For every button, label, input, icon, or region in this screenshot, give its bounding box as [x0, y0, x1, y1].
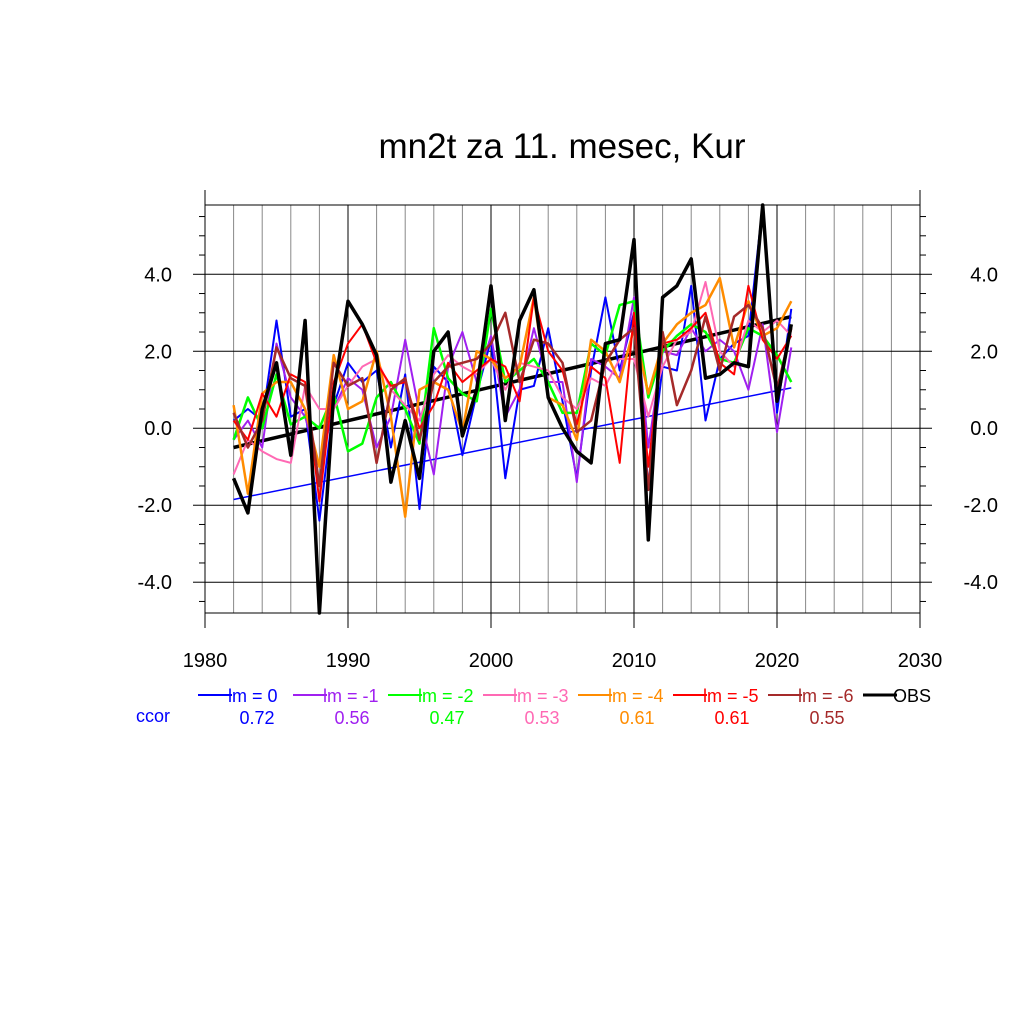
legend-label: lm = -1	[323, 686, 379, 706]
x-tick-label: 2020	[755, 650, 800, 672]
ccor-label: ccor	[136, 706, 170, 726]
series-line-obs	[231, 203, 794, 615]
y-tick-label-right: 0.0	[970, 418, 998, 440]
y-tick-label-right: 2.0	[970, 341, 998, 363]
legend-label: OBS	[893, 686, 931, 706]
legend-item: lm = -50.61	[673, 686, 759, 728]
legend-label: lm = -5	[703, 686, 759, 706]
series-lines	[231, 203, 794, 615]
series-line-lm-0	[232, 204, 793, 522]
ccor-value: 0.47	[429, 708, 464, 728]
chart-title: mn2t za 11. mesec, Kur	[378, 127, 745, 166]
legend-item: lm = -20.47	[388, 686, 474, 728]
ccor-value: 0.72	[239, 708, 274, 728]
x-tick-label: 1980	[183, 650, 228, 672]
legend-label: lm = -3	[513, 686, 569, 706]
x-tick-label: 2010	[612, 650, 657, 672]
x-tick-label: 2000	[469, 650, 514, 672]
legend-label: lm = -4	[608, 686, 664, 706]
legend-item: lm = -60.55	[768, 686, 854, 728]
y-tick-label-left: 0.0	[144, 418, 172, 440]
legend-item: lm = -30.53	[483, 686, 569, 728]
ccor-value: 0.56	[334, 708, 369, 728]
y-tick-label-right: 4.0	[970, 264, 998, 286]
legend-item: lm = -40.61	[578, 686, 664, 728]
y-tick-label-right: -2.0	[964, 495, 998, 517]
ccor-value: 0.61	[619, 708, 654, 728]
x-tick-label: 2030	[898, 650, 943, 672]
legend-label: lm = -2	[418, 686, 474, 706]
legend-item: lm = 00.72	[198, 686, 278, 728]
y-tick-label-left: -4.0	[138, 572, 172, 594]
y-tick-label-left: 2.0	[144, 341, 172, 363]
y-tick-label-left: 4.0	[144, 264, 172, 286]
ccor-value: 0.53	[524, 708, 559, 728]
y-tick-label-right: -4.0	[964, 572, 998, 594]
axes: -4.0 -4.0 -2.0 -2.0 0.0 0.0 2.0 2.0 4.0 4.0 1980 19…	[138, 190, 998, 672]
legend-label: lm = -6	[798, 686, 854, 706]
grid	[204, 205, 921, 613]
ccor-value: 0.55	[809, 708, 844, 728]
legend-item: OBS	[863, 686, 931, 706]
legend-label: lm = 0	[228, 686, 278, 706]
legend-item: lm = -10.56	[293, 686, 379, 728]
ccor-value: 0.61	[714, 708, 749, 728]
x-tick-label: 1990	[326, 650, 371, 672]
series-line-lm-6	[232, 303, 793, 492]
y-tick-label-left: -2.0	[138, 495, 172, 517]
